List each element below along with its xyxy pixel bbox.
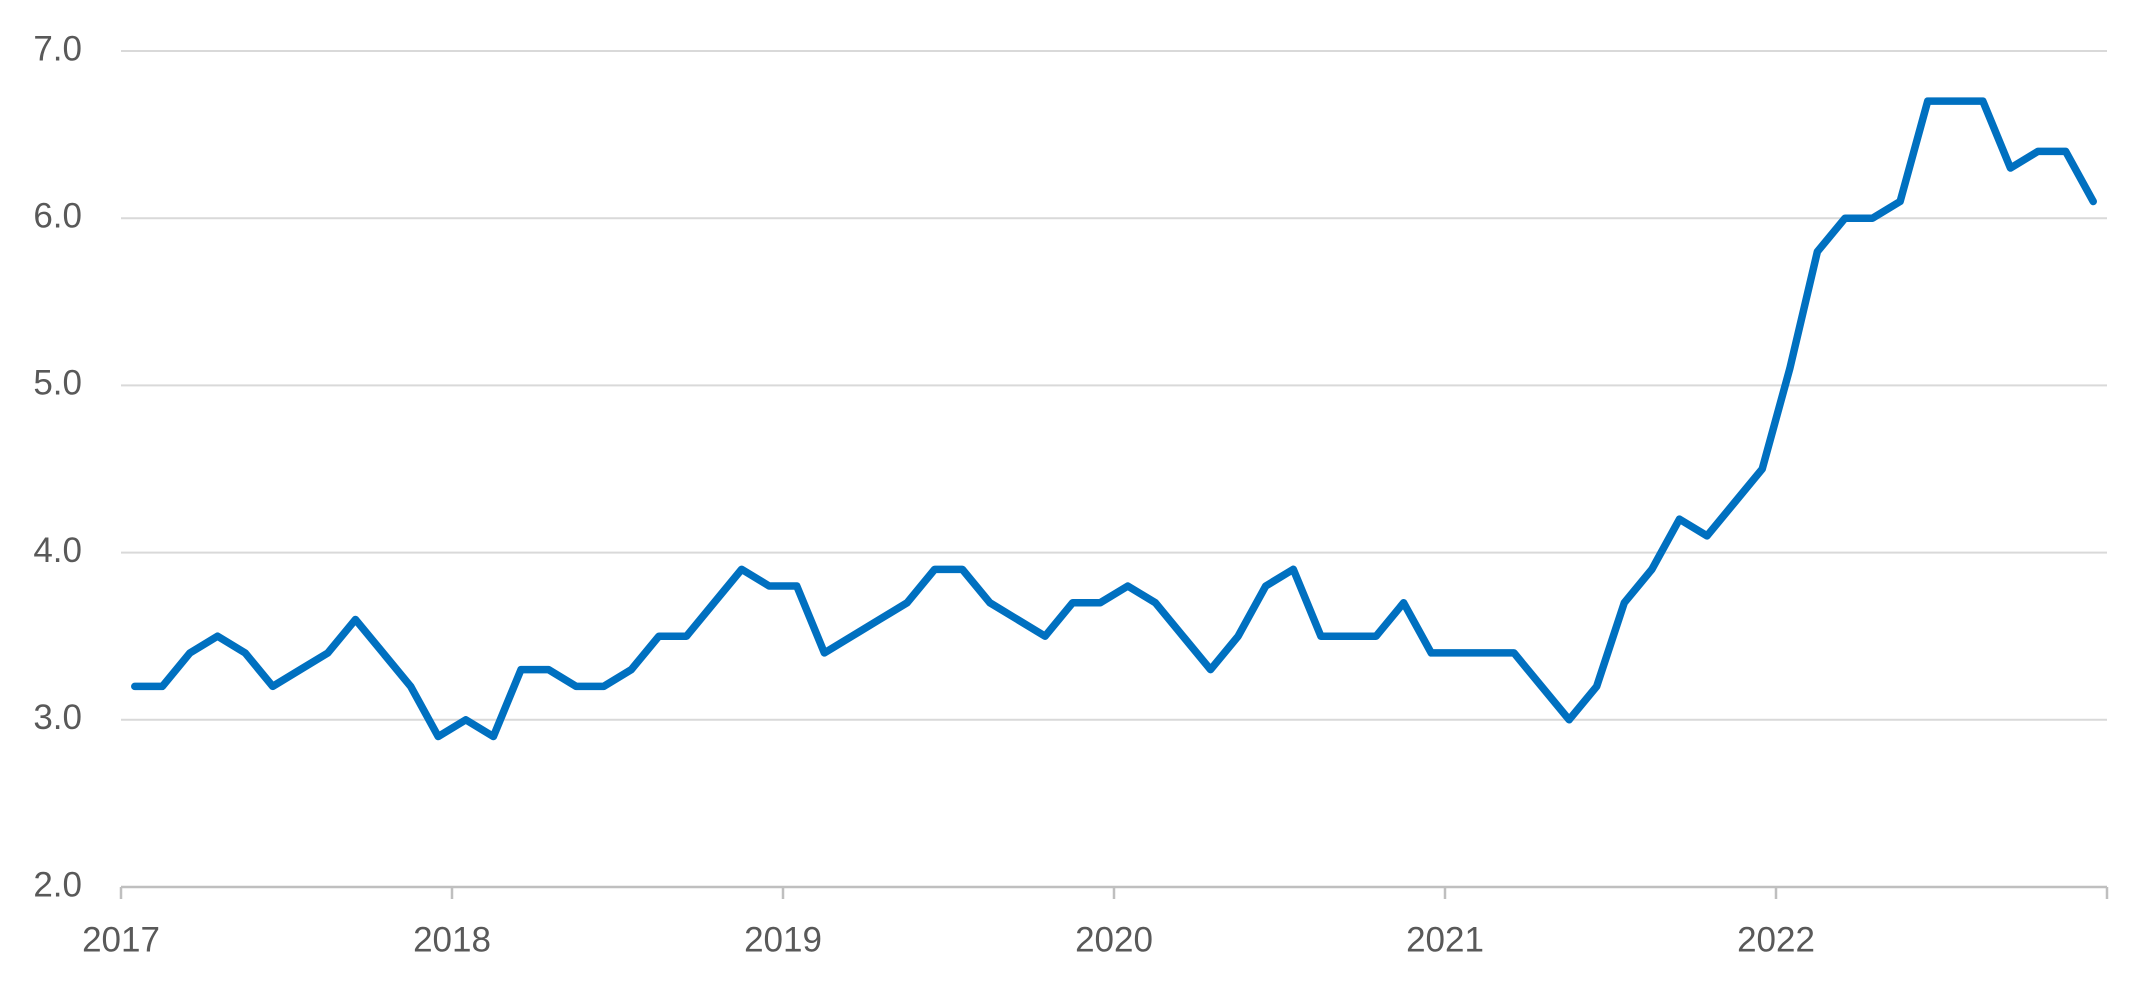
x-tick-label: 2022 xyxy=(1737,920,1815,959)
x-tick-label: 2020 xyxy=(1075,920,1153,959)
y-tick-label: 5.0 xyxy=(33,364,82,403)
y-tick-label: 6.0 xyxy=(33,196,82,235)
y-tick-label: 7.0 xyxy=(33,29,82,68)
y-tick-label: 2.0 xyxy=(33,865,82,904)
data-line xyxy=(131,97,2097,741)
x-tick-label: 2021 xyxy=(1406,920,1484,959)
y-tick-label: 3.0 xyxy=(33,698,82,737)
x-tick-label: 2018 xyxy=(413,920,491,959)
x-tick-label: 2017 xyxy=(82,920,160,959)
y-tick-label: 4.0 xyxy=(33,531,82,570)
x-tick-label: 2019 xyxy=(744,920,822,959)
